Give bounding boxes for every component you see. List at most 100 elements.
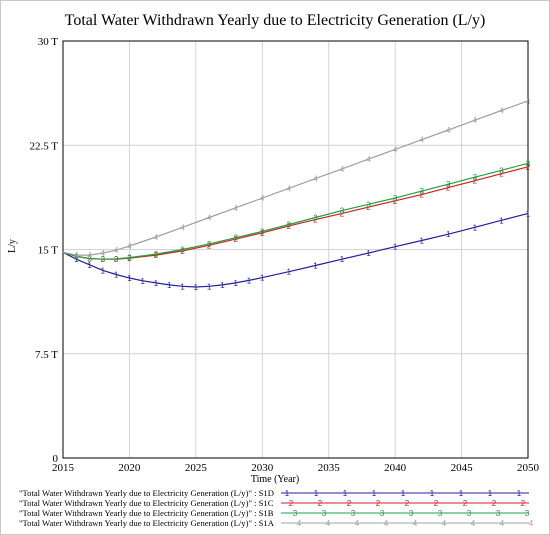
data-point: 1: [140, 277, 145, 286]
y-tick-label: 7.5 T: [35, 349, 58, 361]
data-point: 3: [127, 254, 132, 263]
data-point: 2: [180, 247, 185, 256]
data-point: 1: [220, 281, 225, 290]
data-point: 1: [87, 261, 92, 270]
grid: [63, 41, 528, 458]
data-point: 2: [419, 191, 424, 200]
data-point: 4: [74, 251, 79, 260]
x-tick-label: 2045: [451, 462, 474, 474]
legend-marker: 4: [471, 519, 476, 528]
y-tick-label: 0: [53, 453, 59, 465]
data-point: 3: [180, 246, 185, 255]
legend-marker: 3: [351, 509, 356, 518]
legend-item: "Total Water Withdrawn Yearly due to Ele…: [19, 488, 529, 498]
legend-marker: 1: [517, 489, 522, 498]
legend-marker: 1: [488, 489, 493, 498]
legend-marker: 3: [322, 509, 327, 518]
legend-marker: 4: [529, 519, 534, 528]
legend-marker: 1: [314, 489, 319, 498]
data-point: 3: [260, 227, 265, 236]
x-tick-label: 2030: [251, 462, 274, 474]
data-point: 4: [207, 214, 212, 223]
legend-marker: 2: [434, 499, 439, 508]
data-point: 1: [180, 282, 185, 291]
legend-marker: 3: [496, 509, 501, 518]
data-point: 1: [526, 209, 531, 218]
legend-label: "Total Water Withdrawn Yearly due to Ele…: [19, 498, 274, 508]
data-point: 2: [127, 254, 132, 263]
data-point: 4: [101, 249, 106, 258]
legend-label: "Total Water Withdrawn Yearly due to Ele…: [19, 488, 274, 498]
data-point: 2: [287, 222, 292, 231]
legend-marker: 1: [459, 489, 464, 498]
data-point: 2: [340, 209, 345, 218]
data-point: 2: [233, 235, 238, 244]
x-axis-label: Time (Year): [251, 474, 299, 485]
data-point: 1: [393, 243, 398, 252]
data-point: 1: [313, 261, 318, 270]
data-point: 4: [154, 233, 159, 242]
data-point: 4: [499, 107, 504, 116]
legend-marker: 3: [409, 509, 414, 518]
data-point: 4: [233, 204, 238, 213]
data-point: 1: [287, 268, 292, 277]
data-point: 4: [446, 126, 451, 135]
series-line: [62, 162, 529, 260]
data-point: 2: [473, 177, 478, 186]
data-point: 1: [114, 271, 119, 280]
data-point: 1: [247, 276, 252, 285]
data-point: 3: [154, 250, 159, 259]
data-point: 1: [419, 236, 424, 245]
data-point: 1: [154, 279, 159, 288]
legend-marker: 4: [384, 519, 389, 528]
legend-label: "Total Water Withdrawn Yearly due to Ele…: [19, 508, 274, 518]
legend-marker: 2: [318, 499, 323, 508]
data-point: 4: [393, 145, 398, 154]
data-point: 3: [499, 166, 504, 175]
legend-marker: 3: [525, 509, 530, 518]
legend-marker: 3: [467, 509, 472, 518]
y-tick-label: 22.5 T: [29, 140, 58, 152]
legend-marker: 4: [442, 519, 447, 528]
x-tick-label: 2035: [318, 462, 341, 474]
data-point: 2: [526, 163, 531, 172]
data-point: 1: [366, 249, 371, 258]
data-point: 3: [526, 159, 531, 168]
data-point: 4: [526, 97, 531, 106]
legend-item: "Total Water Withdrawn Yearly due to Ele…: [19, 518, 534, 528]
data-point: 1: [167, 281, 172, 290]
data-point: 1: [260, 274, 265, 283]
y-axis-label: L/y: [7, 239, 18, 253]
axis-ticks: 2015 2020 2025 2030 2035 2040 2045 2050 0 7.5 T 15…: [29, 36, 539, 474]
data-point: 4: [473, 116, 478, 125]
legend-marker: 4: [413, 519, 418, 528]
data-point: 3: [446, 180, 451, 189]
legend-marker: 2: [405, 499, 410, 508]
data-point: 4: [114, 246, 119, 255]
legend-marker: 2: [463, 499, 468, 508]
legend-marker: 1: [430, 489, 435, 498]
legend-item: "Total Water Withdrawn Yearly due to Ele…: [19, 508, 530, 518]
data-point: 4: [260, 194, 265, 203]
x-tick-label: 2025: [185, 462, 208, 474]
x-tick-label: 2020: [118, 462, 141, 474]
legend-marker: 1: [285, 489, 290, 498]
data-point: 1: [74, 255, 79, 264]
y-tick-label: 30 T: [38, 36, 59, 48]
data-point: 2: [260, 229, 265, 238]
data-point: 4: [366, 155, 371, 164]
legend-marker: 4: [500, 519, 505, 528]
data-point: 2: [114, 255, 119, 264]
data-point: 4: [313, 175, 318, 184]
data-point: 2: [499, 170, 504, 179]
chart-title: Total Water Withdrawn Yearly due to Elec…: [65, 12, 486, 29]
data-point: 3: [114, 255, 119, 264]
data-point: 1: [207, 282, 212, 291]
legend-marker: 1: [401, 489, 406, 498]
legend-marker: 2: [289, 499, 294, 508]
legend-marker: 1: [343, 489, 348, 498]
legend-marker: 3: [380, 509, 385, 518]
